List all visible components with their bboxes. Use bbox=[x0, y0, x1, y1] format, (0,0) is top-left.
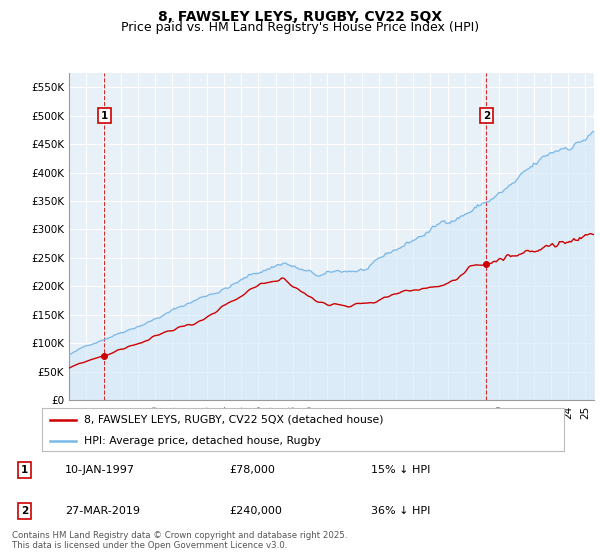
Text: 2: 2 bbox=[21, 506, 28, 516]
Text: £78,000: £78,000 bbox=[229, 465, 275, 475]
Text: 15% ↓ HPI: 15% ↓ HPI bbox=[371, 465, 430, 475]
Text: 27-MAR-2019: 27-MAR-2019 bbox=[65, 506, 140, 516]
Text: 36% ↓ HPI: 36% ↓ HPI bbox=[371, 506, 430, 516]
Text: 8, FAWSLEY LEYS, RUGBY, CV22 5QX: 8, FAWSLEY LEYS, RUGBY, CV22 5QX bbox=[158, 10, 442, 24]
Text: Price paid vs. HM Land Registry's House Price Index (HPI): Price paid vs. HM Land Registry's House … bbox=[121, 21, 479, 34]
Text: 10-JAN-1997: 10-JAN-1997 bbox=[65, 465, 135, 475]
Text: 1: 1 bbox=[100, 110, 108, 120]
Text: 1: 1 bbox=[21, 465, 28, 475]
Text: £240,000: £240,000 bbox=[229, 506, 283, 516]
Text: 8, FAWSLEY LEYS, RUGBY, CV22 5QX (detached house): 8, FAWSLEY LEYS, RUGBY, CV22 5QX (detach… bbox=[84, 415, 383, 424]
Text: 2: 2 bbox=[483, 110, 490, 120]
Text: Contains HM Land Registry data © Crown copyright and database right 2025.
This d: Contains HM Land Registry data © Crown c… bbox=[12, 531, 347, 550]
Text: HPI: Average price, detached house, Rugby: HPI: Average price, detached house, Rugb… bbox=[84, 436, 320, 446]
